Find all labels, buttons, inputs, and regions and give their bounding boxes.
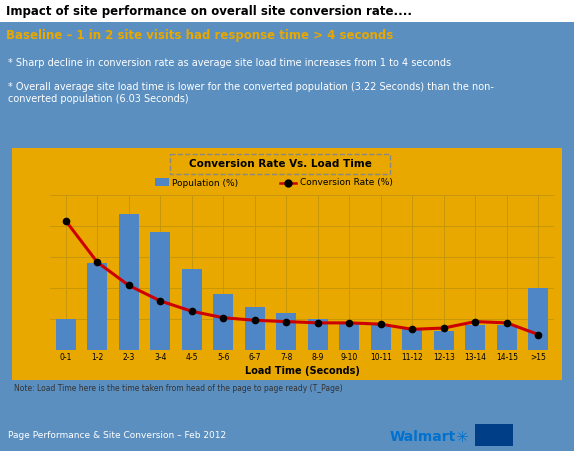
Text: Note: Load Time here is the time taken from head of the page to page ready (T_Pa: Note: Load Time here is the time taken f… [14,384,343,393]
Bar [118,214,139,350]
Text: Baseline – 1 in 2 site visits had response time > 4 seconds: Baseline – 1 in 2 site visits had respon… [6,28,393,41]
Text: ✳: ✳ [455,429,468,445]
Bar [475,424,513,446]
Text: Page Performance & Site Conversion – Feb 2012: Page Performance & Site Conversion – Feb… [8,431,226,440]
Text: Conversion Rate Vs. Load Time: Conversion Rate Vs. Load Time [189,159,371,169]
Bar [528,288,549,350]
Bar [12,148,562,380]
Bar [245,307,265,350]
Bar [465,325,486,350]
Bar [0,0,574,22]
Text: * Sharp decline in conversion rate as average site load time increases from 1 to: * Sharp decline in conversion rate as av… [8,58,451,68]
Bar [276,313,297,350]
Text: Impact of site performance on overall site conversion rate....: Impact of site performance on overall si… [6,5,412,18]
Text: Walmart: Walmart [390,430,456,444]
Bar [87,263,107,350]
Bar [339,322,359,350]
Text: * Overall average site load time is lower for the converted population (3.22 Sec: * Overall average site load time is lowe… [8,82,494,104]
Bar [155,178,169,186]
Bar [497,325,517,350]
X-axis label: Load Time (Seconds): Load Time (Seconds) [245,366,359,376]
Bar [181,269,202,350]
Bar [213,294,234,350]
Bar [433,331,454,350]
Bar [370,325,391,350]
Bar [170,154,390,174]
Bar [402,328,422,350]
Bar [56,319,76,350]
Bar [308,319,328,350]
Bar [0,22,574,48]
Bar [150,232,170,350]
Text: Conversion Rate (%): Conversion Rate (%) [300,179,393,188]
Text: Population (%): Population (%) [172,179,238,188]
